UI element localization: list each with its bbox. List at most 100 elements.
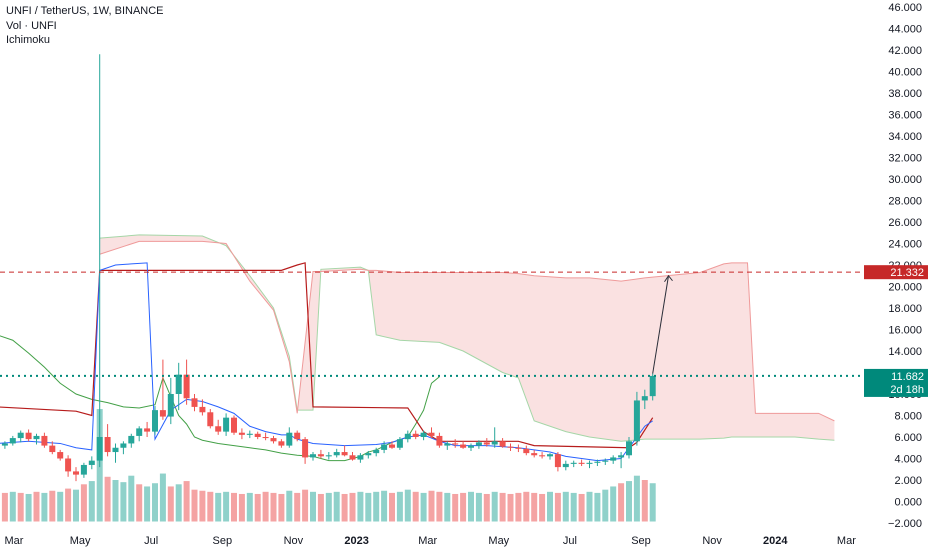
y-tick-label: −2.000 — [888, 518, 922, 530]
volume-bar — [223, 491, 230, 522]
y-tick-label: 40.000 — [888, 67, 922, 79]
y-tick-label: 14.000 — [888, 346, 922, 358]
candle-body — [475, 442, 482, 446]
candle-body — [144, 428, 151, 432]
candle-body — [547, 454, 553, 457]
candle-body — [531, 453, 538, 456]
volume-bar — [381, 490, 388, 522]
candle-body — [389, 444, 395, 448]
volume-bar — [183, 481, 190, 522]
x-tick-label: 2024 — [763, 535, 788, 547]
x-tick-label: Mar — [5, 535, 24, 547]
volume-bars — [1, 409, 656, 522]
y-tick-label: 2.000 — [894, 475, 922, 487]
leading-span-a — [99, 234, 835, 442]
x-tick-label: 2023 — [344, 535, 368, 547]
candle-body — [633, 400, 640, 442]
volume-bar — [468, 491, 474, 522]
candles — [1, 54, 656, 482]
y-tick-label: 20.000 — [888, 282, 922, 294]
candle-body — [594, 461, 601, 463]
volume-bar — [104, 476, 111, 522]
volume-bar — [73, 489, 79, 522]
candle-body — [49, 445, 56, 453]
volume-legend[interactable]: Vol · UNFI — [6, 19, 57, 32]
candle-body — [183, 374, 190, 399]
candle-body — [104, 437, 111, 453]
ichimoku-legend[interactable]: Ichimoku — [6, 34, 51, 46]
volume-bar — [333, 491, 340, 522]
volume-bar — [539, 493, 546, 522]
candle-body — [491, 441, 498, 445]
candle-body — [167, 394, 174, 417]
volume-bar — [199, 490, 206, 522]
volume-bar — [65, 488, 72, 522]
volume-bar — [618, 483, 625, 522]
y-tick-label: 32.000 — [888, 153, 922, 165]
candle-body — [610, 457, 617, 461]
candle-body — [17, 432, 24, 439]
volume-bar — [389, 492, 395, 522]
volume-bar — [144, 486, 151, 522]
candle-body — [159, 410, 166, 417]
y-tick-label: 16.000 — [888, 325, 922, 337]
volume-bar — [436, 491, 443, 522]
volume-bar — [294, 492, 301, 522]
y-tick-label: 36.000 — [888, 110, 922, 122]
candle-body — [357, 455, 364, 460]
volume-bar — [349, 492, 356, 522]
y-tick-label: 44.000 — [888, 24, 922, 36]
candle-body — [199, 406, 206, 413]
symbol-title[interactable]: UNFI / TetherUS, 1W, BINANCE — [6, 5, 164, 17]
candle-body — [602, 460, 609, 462]
volume-bar — [404, 489, 411, 522]
volume-bar — [112, 480, 119, 522]
candle-body — [302, 439, 309, 458]
candle-body — [641, 396, 648, 401]
volume-bar — [317, 493, 324, 522]
volume-bar — [578, 493, 585, 522]
candle-body — [515, 447, 522, 449]
y-tick-label: 34.000 — [888, 131, 922, 143]
volume-bar — [633, 475, 640, 522]
x-axis: Mar May Jul Sep Nov 2023 Mar May Jul Sep Nov 2024 Ma… — [5, 535, 857, 547]
candle-body — [294, 432, 301, 440]
candle-body — [317, 454, 324, 457]
candle-body — [57, 452, 64, 459]
volume-bar — [491, 491, 498, 522]
volume-bar — [570, 492, 577, 522]
base-line — [0, 262, 654, 449]
candle-body — [9, 438, 16, 444]
y-tick-label: 18.000 — [888, 303, 922, 315]
candle-body — [175, 374, 182, 394]
x-tick-label: Jul — [563, 535, 577, 547]
projection-arrow — [652, 275, 669, 374]
candle-body — [460, 444, 467, 448]
volume-bar — [341, 493, 348, 522]
candle-body — [128, 435, 135, 444]
candle-body — [96, 437, 103, 461]
volume-bar — [120, 482, 127, 522]
x-tick-label: Mar — [837, 535, 856, 547]
candle-body — [152, 410, 158, 432]
volume-bar — [286, 490, 293, 522]
x-tick-label: May — [488, 535, 509, 547]
candle-body — [333, 452, 340, 456]
volume-bar — [428, 490, 435, 522]
chart-legend: UNFI / TetherUS, 1W, BINANCE Vol · UNFI … — [6, 4, 164, 48]
candle-body — [578, 462, 585, 464]
candle-body — [420, 432, 427, 437]
volume-bar — [357, 491, 364, 522]
volume-bar — [373, 491, 380, 522]
volume-bar — [420, 492, 427, 522]
candle-body — [310, 454, 316, 458]
candle-body — [1, 443, 8, 446]
candle-body — [278, 441, 285, 446]
y-tick-label: 24.000 — [888, 239, 922, 251]
y-tick-label: 0.000 — [894, 497, 922, 509]
volume-bar — [302, 489, 309, 522]
candle-body — [207, 412, 214, 427]
candle-body — [25, 432, 32, 440]
volume-bar — [17, 492, 24, 522]
